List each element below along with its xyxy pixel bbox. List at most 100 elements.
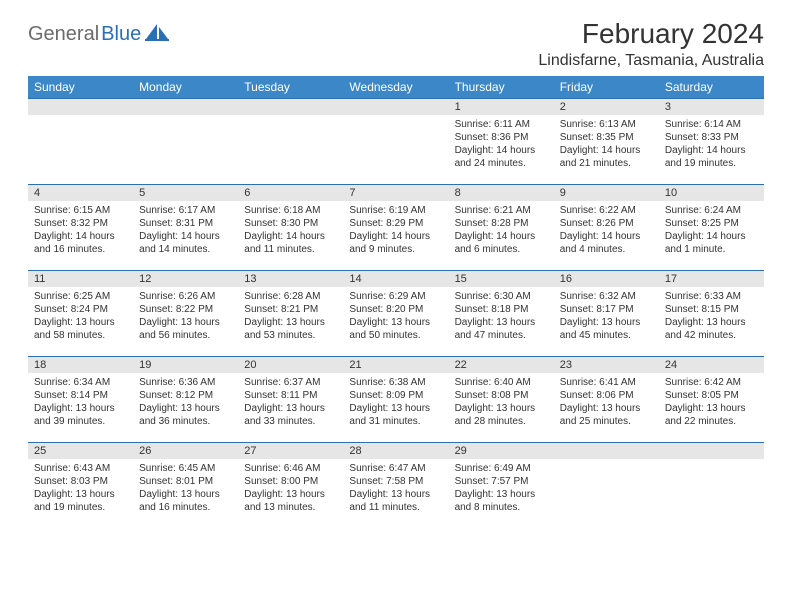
daylight-text: Daylight: 14 hours [560, 230, 653, 243]
daylight-text: Daylight: 13 hours [244, 402, 337, 415]
daylight-text: Daylight: 14 hours [455, 144, 548, 157]
daylight-text: Daylight: 13 hours [560, 402, 653, 415]
day-number-empty [659, 443, 764, 459]
day-number: 1 [449, 99, 554, 115]
header: General Blue February 2024 Lindisfarne, … [28, 18, 764, 70]
day-details: Sunrise: 6:40 AMSunset: 8:08 PMDaylight:… [449, 373, 554, 432]
sunset-text: Sunset: 8:20 PM [349, 303, 442, 316]
day-details: Sunrise: 6:21 AMSunset: 8:28 PMDaylight:… [449, 201, 554, 260]
day-cell: 20Sunrise: 6:37 AMSunset: 8:11 PMDayligh… [238, 357, 343, 443]
day-details: Sunrise: 6:46 AMSunset: 8:00 PMDaylight:… [238, 459, 343, 518]
day-number: 12 [133, 271, 238, 287]
sunrise-text: Sunrise: 6:26 AM [139, 290, 232, 303]
sunset-text: Sunset: 8:09 PM [349, 389, 442, 402]
sunset-text: Sunset: 8:03 PM [34, 475, 127, 488]
daylight-text: and 4 minutes. [560, 243, 653, 256]
weekday-header: Monday [133, 76, 238, 99]
sunset-text: Sunset: 8:01 PM [139, 475, 232, 488]
day-number: 8 [449, 185, 554, 201]
sunset-text: Sunset: 8:14 PM [34, 389, 127, 402]
weekday-header: Wednesday [343, 76, 448, 99]
daylight-text: and 22 minutes. [665, 415, 758, 428]
daylight-text: and 16 minutes. [139, 501, 232, 514]
day-number: 20 [238, 357, 343, 373]
weekday-header: Tuesday [238, 76, 343, 99]
sunrise-text: Sunrise: 6:46 AM [244, 462, 337, 475]
day-number-empty [554, 443, 659, 459]
day-cell: 11Sunrise: 6:25 AMSunset: 8:24 PMDayligh… [28, 271, 133, 357]
weekday-header: Friday [554, 76, 659, 99]
empty-cell [554, 443, 659, 529]
daylight-text: Daylight: 13 hours [244, 316, 337, 329]
daylight-text: Daylight: 13 hours [244, 488, 337, 501]
day-details: Sunrise: 6:15 AMSunset: 8:32 PMDaylight:… [28, 201, 133, 260]
sunrise-text: Sunrise: 6:28 AM [244, 290, 337, 303]
day-details: Sunrise: 6:42 AMSunset: 8:05 PMDaylight:… [659, 373, 764, 432]
weekday-header-row: SundayMondayTuesdayWednesdayThursdayFrid… [28, 76, 764, 99]
daylight-text: Daylight: 13 hours [560, 316, 653, 329]
day-number: 4 [28, 185, 133, 201]
daylight-text: Daylight: 13 hours [665, 402, 758, 415]
daylight-text: Daylight: 13 hours [34, 402, 127, 415]
day-cell: 3Sunrise: 6:14 AMSunset: 8:33 PMDaylight… [659, 99, 764, 185]
day-cell: 14Sunrise: 6:29 AMSunset: 8:20 PMDayligh… [343, 271, 448, 357]
day-cell: 21Sunrise: 6:38 AMSunset: 8:09 PMDayligh… [343, 357, 448, 443]
daylight-text: and 42 minutes. [665, 329, 758, 342]
day-details: Sunrise: 6:14 AMSunset: 8:33 PMDaylight:… [659, 115, 764, 174]
daylight-text: Daylight: 14 hours [139, 230, 232, 243]
week-row: 4Sunrise: 6:15 AMSunset: 8:32 PMDaylight… [28, 185, 764, 271]
daylight-text: and 9 minutes. [349, 243, 442, 256]
day-cell: 24Sunrise: 6:42 AMSunset: 8:05 PMDayligh… [659, 357, 764, 443]
day-number: 15 [449, 271, 554, 287]
sunrise-text: Sunrise: 6:19 AM [349, 204, 442, 217]
day-cell: 7Sunrise: 6:19 AMSunset: 8:29 PMDaylight… [343, 185, 448, 271]
daylight-text: Daylight: 13 hours [349, 488, 442, 501]
daylight-text: and 58 minutes. [34, 329, 127, 342]
day-cell: 18Sunrise: 6:34 AMSunset: 8:14 PMDayligh… [28, 357, 133, 443]
day-number: 25 [28, 443, 133, 459]
daylight-text: and 50 minutes. [349, 329, 442, 342]
daylight-text: Daylight: 13 hours [455, 488, 548, 501]
day-number: 21 [343, 357, 448, 373]
day-details: Sunrise: 6:41 AMSunset: 8:06 PMDaylight:… [554, 373, 659, 432]
daylight-text: Daylight: 13 hours [455, 402, 548, 415]
sunrise-text: Sunrise: 6:49 AM [455, 462, 548, 475]
sunset-text: Sunset: 8:33 PM [665, 131, 758, 144]
month-title: February 2024 [538, 18, 764, 50]
day-cell: 12Sunrise: 6:26 AMSunset: 8:22 PMDayligh… [133, 271, 238, 357]
sunset-text: Sunset: 8:21 PM [244, 303, 337, 316]
daylight-text: and 53 minutes. [244, 329, 337, 342]
sunrise-text: Sunrise: 6:41 AM [560, 376, 653, 389]
sunset-text: Sunset: 8:17 PM [560, 303, 653, 316]
sunrise-text: Sunrise: 6:33 AM [665, 290, 758, 303]
day-number: 26 [133, 443, 238, 459]
sunrise-text: Sunrise: 6:40 AM [455, 376, 548, 389]
day-number: 16 [554, 271, 659, 287]
sunrise-text: Sunrise: 6:29 AM [349, 290, 442, 303]
week-row: 11Sunrise: 6:25 AMSunset: 8:24 PMDayligh… [28, 271, 764, 357]
daylight-text: and 13 minutes. [244, 501, 337, 514]
sunset-text: Sunset: 8:18 PM [455, 303, 548, 316]
sunset-text: Sunset: 8:05 PM [665, 389, 758, 402]
sunrise-text: Sunrise: 6:18 AM [244, 204, 337, 217]
sunset-text: Sunset: 8:36 PM [455, 131, 548, 144]
daylight-text: Daylight: 14 hours [665, 144, 758, 157]
sunset-text: Sunset: 7:57 PM [455, 475, 548, 488]
daylight-text: Daylight: 13 hours [34, 488, 127, 501]
daylight-text: and 21 minutes. [560, 157, 653, 170]
daylight-text: and 36 minutes. [139, 415, 232, 428]
day-number: 17 [659, 271, 764, 287]
day-number: 23 [554, 357, 659, 373]
daylight-text: and 39 minutes. [34, 415, 127, 428]
sunset-text: Sunset: 8:15 PM [665, 303, 758, 316]
sunrise-text: Sunrise: 6:37 AM [244, 376, 337, 389]
sunrise-text: Sunrise: 6:43 AM [34, 462, 127, 475]
daylight-text: and 16 minutes. [34, 243, 127, 256]
day-number: 18 [28, 357, 133, 373]
sunset-text: Sunset: 8:31 PM [139, 217, 232, 230]
daylight-text: Daylight: 13 hours [665, 316, 758, 329]
daylight-text: Daylight: 13 hours [139, 488, 232, 501]
day-number-empty [238, 99, 343, 115]
day-details: Sunrise: 6:30 AMSunset: 8:18 PMDaylight:… [449, 287, 554, 346]
sunrise-text: Sunrise: 6:42 AM [665, 376, 758, 389]
